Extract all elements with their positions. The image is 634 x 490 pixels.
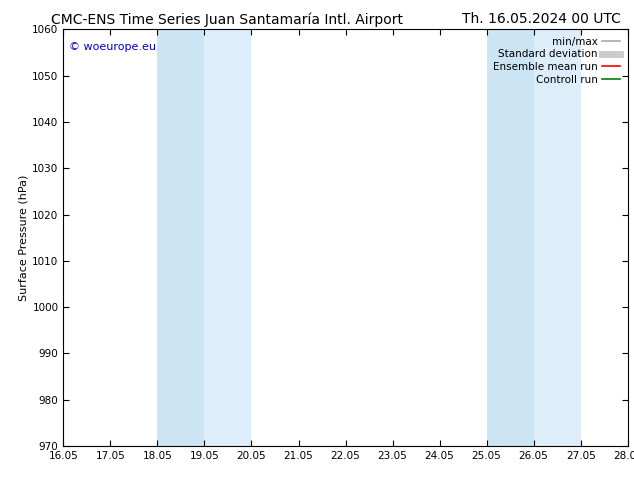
Y-axis label: Surface Pressure (hPa): Surface Pressure (hPa): [18, 174, 28, 301]
Bar: [157, 29, 204, 446]
Legend: min/max, Standard deviation, Ensemble mean run, Controll run: min/max, Standard deviation, Ensemble me…: [491, 35, 623, 87]
Bar: [204, 29, 252, 446]
Bar: [486, 29, 534, 446]
Bar: [534, 29, 581, 446]
Text: CMC-ENS Time Series Juan Santamaría Intl. Airport: CMC-ENS Time Series Juan Santamaría Intl…: [51, 12, 403, 27]
Text: Th. 16.05.2024 00 UTC: Th. 16.05.2024 00 UTC: [462, 12, 621, 26]
Text: © woeurope.eu: © woeurope.eu: [69, 42, 156, 52]
